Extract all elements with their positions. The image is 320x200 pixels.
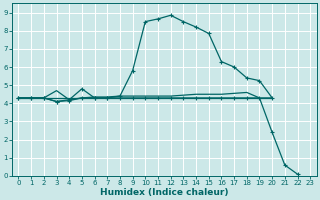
X-axis label: Humidex (Indice chaleur): Humidex (Indice chaleur) bbox=[100, 188, 228, 197]
